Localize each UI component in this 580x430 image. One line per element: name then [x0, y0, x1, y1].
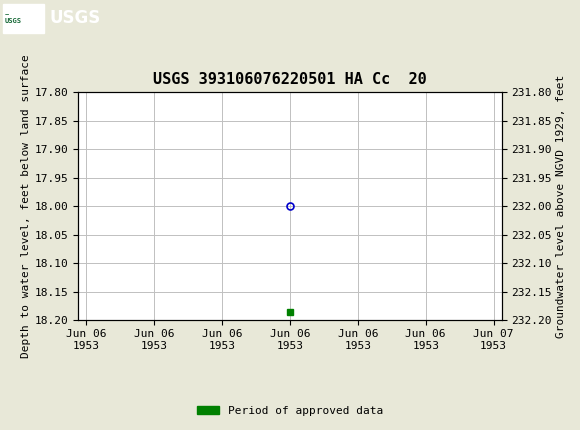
- Title: USGS 393106076220501 HA Cc  20: USGS 393106076220501 HA Cc 20: [153, 72, 427, 87]
- Text: USGS: USGS: [49, 9, 100, 27]
- Legend: Period of approved data: Period of approved data: [193, 401, 387, 420]
- Text: ~
USGS: ~ USGS: [5, 12, 21, 24]
- FancyBboxPatch shape: [3, 3, 43, 33]
- Y-axis label: Groundwater level above NGVD 1929, feet: Groundwater level above NGVD 1929, feet: [556, 75, 566, 338]
- Y-axis label: Depth to water level, feet below land surface: Depth to water level, feet below land su…: [21, 55, 31, 358]
